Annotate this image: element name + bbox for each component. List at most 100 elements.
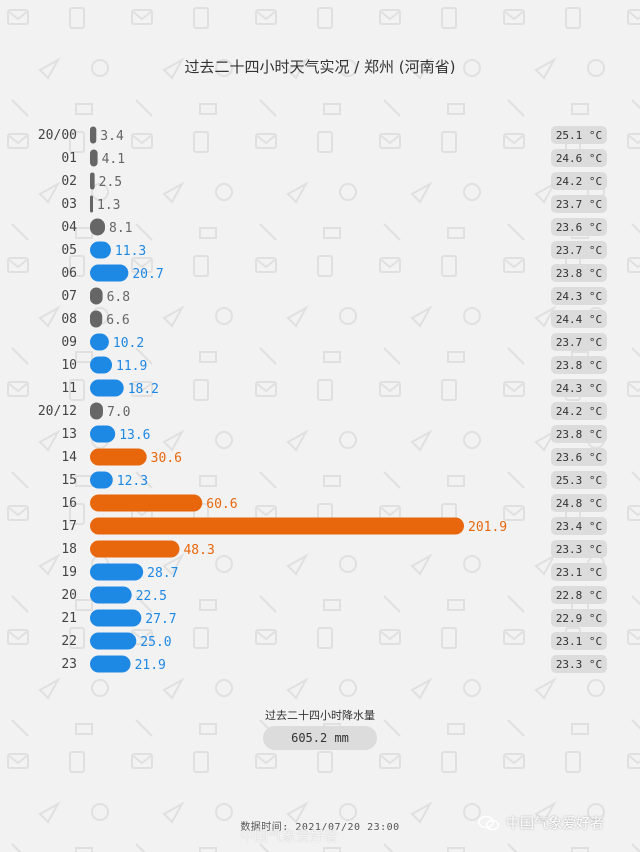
value-label: 27.7 xyxy=(145,612,176,627)
value-label: 7.0 xyxy=(107,405,130,420)
category-label: 21 xyxy=(61,611,77,626)
temperature-label: 25.1 °C xyxy=(556,129,602,142)
temperature-label: 23.7 °C xyxy=(556,336,602,349)
data-timestamp: 数据时间: 2021/07/20 23:00 xyxy=(240,822,400,833)
bar xyxy=(90,241,111,259)
temperature-label: 23.3 °C xyxy=(556,543,602,556)
value-label: 21.9 xyxy=(135,658,166,673)
value-label: 18.2 xyxy=(128,382,159,397)
category-label: 06 xyxy=(61,266,77,281)
value-label: 4.1 xyxy=(102,152,125,167)
bar xyxy=(90,310,103,328)
temperature-pill xyxy=(551,379,607,397)
temperature-pill xyxy=(551,655,607,673)
temperature-label: 23.8 °C xyxy=(556,428,602,441)
temperature-pill xyxy=(551,287,607,305)
category-label: 22 xyxy=(61,634,77,649)
total-precipitation-value: 605.2 mm xyxy=(263,726,377,750)
category-label: 01 xyxy=(61,151,77,166)
category-label: 15 xyxy=(61,473,77,488)
watermark-right-text: 中国气象爱好者 xyxy=(506,816,604,832)
temperature-label: 23.7 °C xyxy=(556,198,602,211)
category-label: 11 xyxy=(61,381,77,396)
temperature-pill xyxy=(551,448,607,466)
temperature-pill xyxy=(551,425,607,443)
temperature-label: 23.6 °C xyxy=(556,451,602,464)
value-label: 11.9 xyxy=(116,359,147,374)
temperature-label: 23.8 °C xyxy=(556,359,602,372)
value-label: 11.3 xyxy=(115,244,146,259)
bar xyxy=(90,287,103,305)
category-label: 18 xyxy=(61,542,77,557)
chart-title: 过去二十四小时天气实况 / 郑州 (河南省) xyxy=(184,58,456,76)
temperature-label: 23.8 °C xyxy=(556,267,602,280)
temperature-pill xyxy=(551,149,607,167)
category-label: 04 xyxy=(61,220,77,235)
category-label: 10 xyxy=(61,358,77,373)
temperature-pill xyxy=(551,126,607,144)
temperature-label: 23.3 °C xyxy=(556,658,602,671)
temperature-pill xyxy=(551,172,607,190)
temperature-label: 24.3 °C xyxy=(556,382,602,395)
category-label: 09 xyxy=(61,335,77,350)
temperature-pill xyxy=(551,586,607,604)
value-label: 60.6 xyxy=(206,497,237,512)
bar xyxy=(90,218,106,236)
temperature-pill xyxy=(551,310,607,328)
temperature-pill xyxy=(551,402,607,420)
value-label: 201.9 xyxy=(468,520,507,535)
temperature-label: 23.1 °C xyxy=(556,566,602,579)
bar xyxy=(90,379,124,397)
category-label: 23 xyxy=(61,657,77,672)
temperature-label: 24.3 °C xyxy=(556,290,602,303)
category-label: 07 xyxy=(61,289,77,304)
temperature-pill xyxy=(551,471,607,489)
temperature-label: 23.4 °C xyxy=(556,520,602,533)
wechat-icon xyxy=(478,815,500,831)
bar xyxy=(90,126,97,144)
temperature-label: 24.4 °C xyxy=(556,313,602,326)
value-label: 13.6 xyxy=(119,428,150,443)
temperature-label: 24.2 °C xyxy=(556,175,602,188)
value-label: 22.5 xyxy=(136,589,167,604)
bar xyxy=(90,494,203,512)
bar xyxy=(90,333,109,351)
temperature-pill xyxy=(551,563,607,581)
bar xyxy=(90,448,147,466)
temperature-pill xyxy=(551,195,607,213)
bar xyxy=(90,402,103,420)
bar xyxy=(90,195,93,213)
value-label: 6.6 xyxy=(106,313,129,328)
temperature-label: 23.1 °C xyxy=(556,635,602,648)
category-label: 20/00 xyxy=(38,128,77,143)
category-label: 13 xyxy=(61,427,77,442)
temperature-pill xyxy=(551,356,607,374)
bar xyxy=(90,172,95,190)
bar xyxy=(90,517,464,535)
value-label: 1.3 xyxy=(97,198,120,213)
category-label: 16 xyxy=(61,496,77,511)
category-label: 19 xyxy=(61,565,77,580)
temperature-label: 23.6 °C xyxy=(556,221,602,234)
value-label: 28.7 xyxy=(147,566,178,581)
value-label: 48.3 xyxy=(183,543,214,558)
value-label: 20.7 xyxy=(132,267,163,282)
value-label: 3.4 xyxy=(100,129,124,144)
bar xyxy=(90,264,129,282)
temperature-label: 24.6 °C xyxy=(556,152,602,165)
value-label: 2.5 xyxy=(99,175,122,190)
bar xyxy=(90,356,113,374)
value-label: 10.2 xyxy=(113,336,144,351)
bar xyxy=(90,425,116,443)
temperature-pill xyxy=(551,218,607,236)
temperature-pill xyxy=(551,609,607,627)
temperature-pill xyxy=(551,517,607,535)
watermark-right: 中国气象爱好者 xyxy=(478,813,604,833)
temperature-label: 22.9 °C xyxy=(556,612,602,625)
temperature-pill xyxy=(551,264,607,282)
temperature-label: 22.8 °C xyxy=(556,589,602,602)
bar xyxy=(90,586,132,604)
category-label: 20 xyxy=(61,588,77,603)
value-label: 30.6 xyxy=(151,451,182,466)
